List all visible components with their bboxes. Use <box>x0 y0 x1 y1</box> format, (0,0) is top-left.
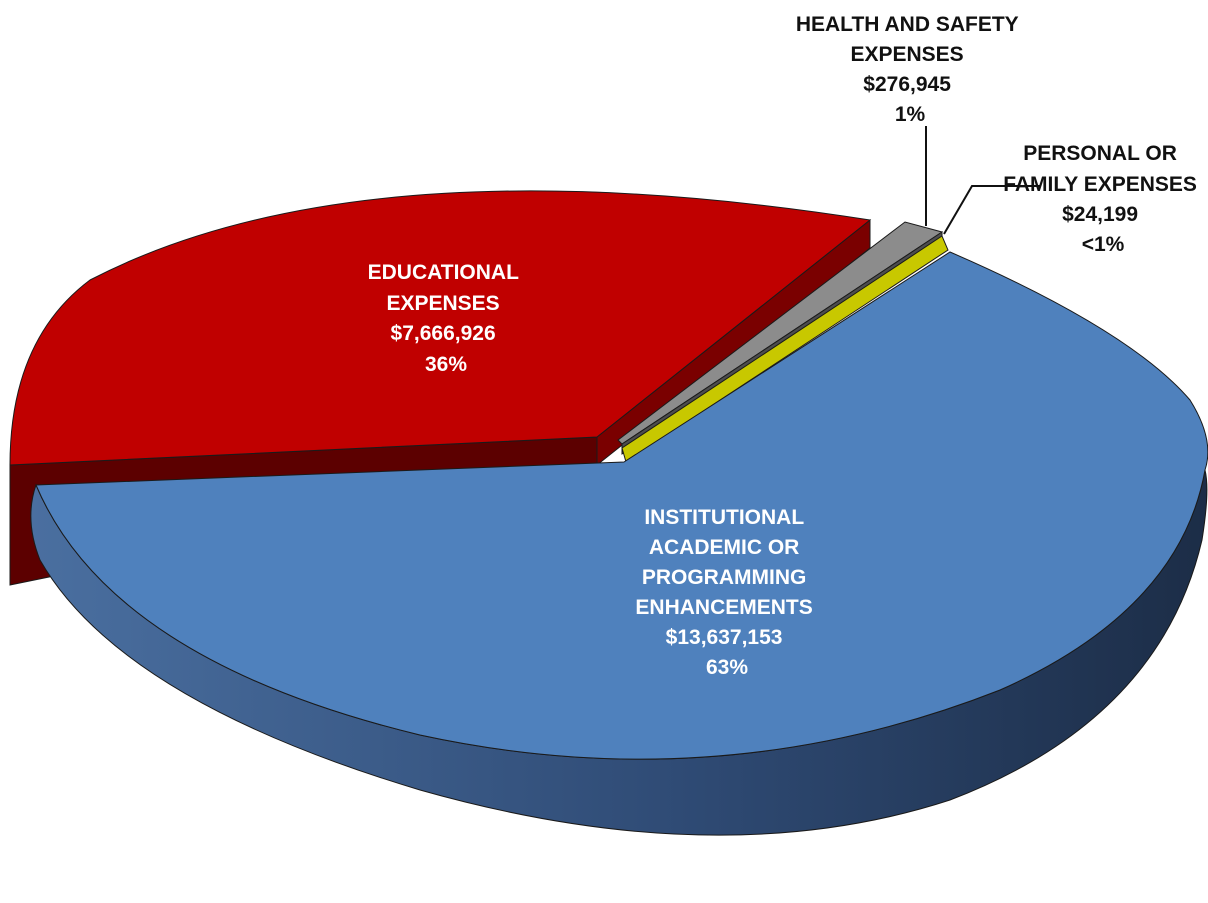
label-educational-line1: EDUCATIONAL <box>368 261 519 284</box>
label-personal-family-line2: FAMILY EXPENSES <box>1003 173 1197 196</box>
label-institutional-line2: ACADEMIC OR <box>649 536 800 559</box>
label-institutional-value: $13,637,153 <box>666 626 783 649</box>
label-health-safety-percent: 1% <box>895 103 926 126</box>
slice-personal-family-top <box>621 235 949 463</box>
leader-line-personal-family <box>943 185 1040 235</box>
label-institutional-line4: ENHANCEMENTS <box>635 596 812 619</box>
slice-institutional <box>30 251 1208 836</box>
label-health-safety: HEALTH AND SAFETY EXPENSES $276,945 1% <box>796 13 1024 126</box>
label-personal-family: PERSONAL OR FAMILY EXPENSES $24,199 <1% <box>1003 142 1203 256</box>
label-educational-value: $7,666,926 <box>391 322 496 345</box>
label-personal-family-line1: PERSONAL OR <box>1023 142 1177 165</box>
label-educational-line2: EXPENSES <box>386 292 499 315</box>
label-institutional-percent: 63% <box>706 656 748 679</box>
label-health-safety-value: $276,945 <box>863 73 951 96</box>
slice-personal-family <box>621 235 949 463</box>
slice-institutional-top <box>35 251 1208 760</box>
label-health-safety-line2: EXPENSES <box>850 43 963 66</box>
label-institutional-line1: INSTITUTIONAL <box>644 506 804 529</box>
label-educational-percent: 36% <box>425 353 467 376</box>
label-personal-family-value: $24,199 <box>1062 203 1138 226</box>
label-institutional-line3: PROGRAMMING <box>642 566 807 589</box>
label-personal-family-percent: <1% <box>1082 233 1125 256</box>
slice-educational-top <box>9 190 872 466</box>
label-institutional: INSTITUTIONAL ACADEMIC OR PROGRAMMING EN… <box>635 506 818 679</box>
label-health-safety-line1: HEALTH AND SAFETY <box>796 13 1019 36</box>
label-educational: EDUCATIONAL EXPENSES $7,666,926 36% <box>368 261 525 376</box>
